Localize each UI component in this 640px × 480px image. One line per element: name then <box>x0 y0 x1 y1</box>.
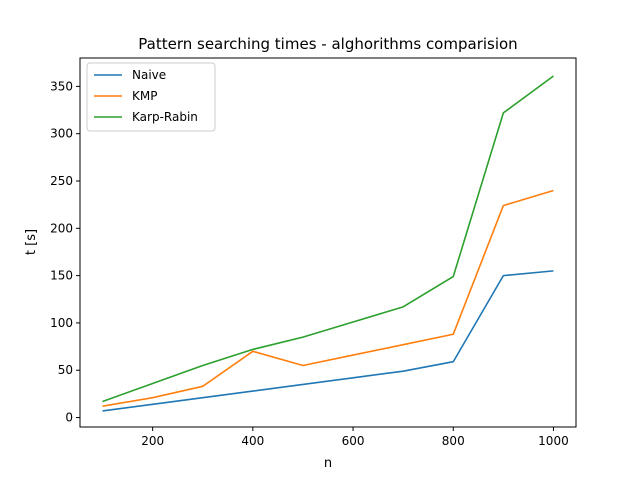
y-tick-label: 300 <box>50 127 73 141</box>
legend-label-karp-rabin: Karp-Rabin <box>132 110 198 124</box>
y-tick-label: 350 <box>50 79 73 93</box>
series-line-naive <box>102 270 554 412</box>
y-axis-label: t [s] <box>24 229 39 255</box>
x-tick-label: 200 <box>141 434 164 448</box>
x-tick-label: 800 <box>442 434 465 448</box>
y-axis-ticks: 0 50 100 150 200 250 300 350 <box>50 79 80 425</box>
series-line-kmp <box>102 189 554 407</box>
series-line-karp-rabin <box>102 75 554 403</box>
y-tick-label: 150 <box>50 269 73 283</box>
legend-label-naive: Naive <box>132 68 166 82</box>
y-tick-label: 200 <box>50 221 73 235</box>
legend: Naive KMP Karp-Rabin <box>86 62 216 132</box>
legend-frame <box>86 62 216 132</box>
y-tick-label: 0 <box>65 411 73 425</box>
x-axis-label: n <box>324 456 332 471</box>
y-tick-label: 50 <box>58 363 73 377</box>
series-layer <box>102 75 554 412</box>
plot-area: 200 400 600 800 1000 0 50 100 150 200 250 300 350 <box>50 57 577 448</box>
x-tick-label: 600 <box>342 434 365 448</box>
y-tick-label: 100 <box>50 316 73 330</box>
x-tick-label: 1000 <box>538 434 569 448</box>
y-tick-label: 250 <box>50 174 73 188</box>
axes-frame <box>79 57 577 428</box>
legend-label-kmp: KMP <box>132 89 157 103</box>
x-axis-ticks: 200 400 600 800 1000 <box>141 427 569 448</box>
x-tick-label: 400 <box>241 434 264 448</box>
chart-title: Pattern searching times - alghorithms co… <box>138 35 517 53</box>
legend-items: Naive KMP Karp-Rabin <box>94 68 198 124</box>
